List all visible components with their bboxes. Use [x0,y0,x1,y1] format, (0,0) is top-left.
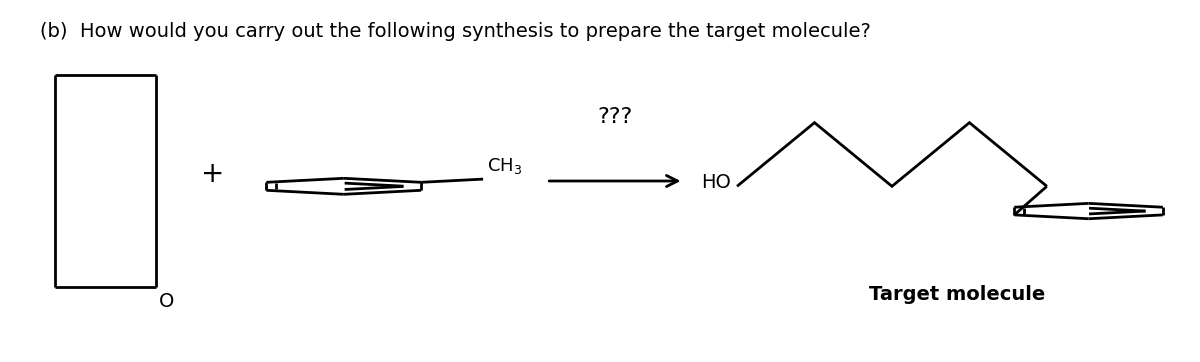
Text: Target molecule: Target molecule [869,285,1045,304]
Text: +: + [202,160,224,188]
Text: O: O [160,292,174,311]
Text: (b)  How would you carry out the following synthesis to prepare the target molec: (b) How would you carry out the followin… [40,22,871,41]
Text: ???: ??? [598,108,632,127]
Text: HO: HO [701,173,731,192]
Text: CH$_3$: CH$_3$ [487,156,522,176]
